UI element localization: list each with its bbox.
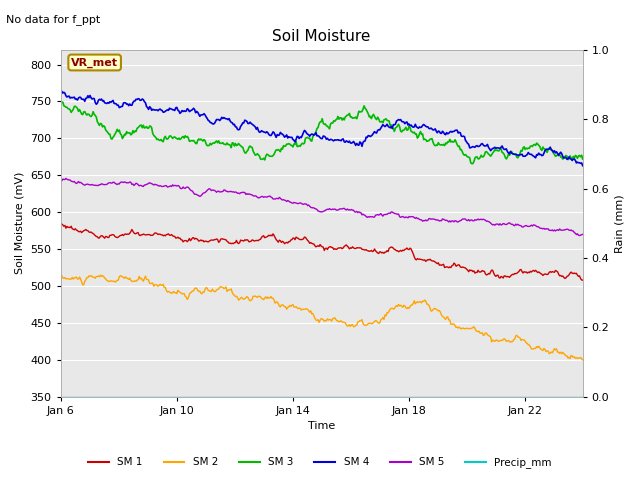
Y-axis label: Rain (mm): Rain (mm) [615,194,625,252]
Legend: SM 1, SM 2, SM 3, SM 4, SM 5, Precip_mm: SM 1, SM 2, SM 3, SM 4, SM 5, Precip_mm [84,453,556,472]
Title: Soil Moisture: Soil Moisture [273,29,371,44]
Text: No data for f_ppt: No data for f_ppt [6,14,100,25]
X-axis label: Time: Time [308,421,335,432]
Y-axis label: Soil Moisture (mV): Soil Moisture (mV) [15,172,25,275]
Text: VR_met: VR_met [71,57,118,68]
